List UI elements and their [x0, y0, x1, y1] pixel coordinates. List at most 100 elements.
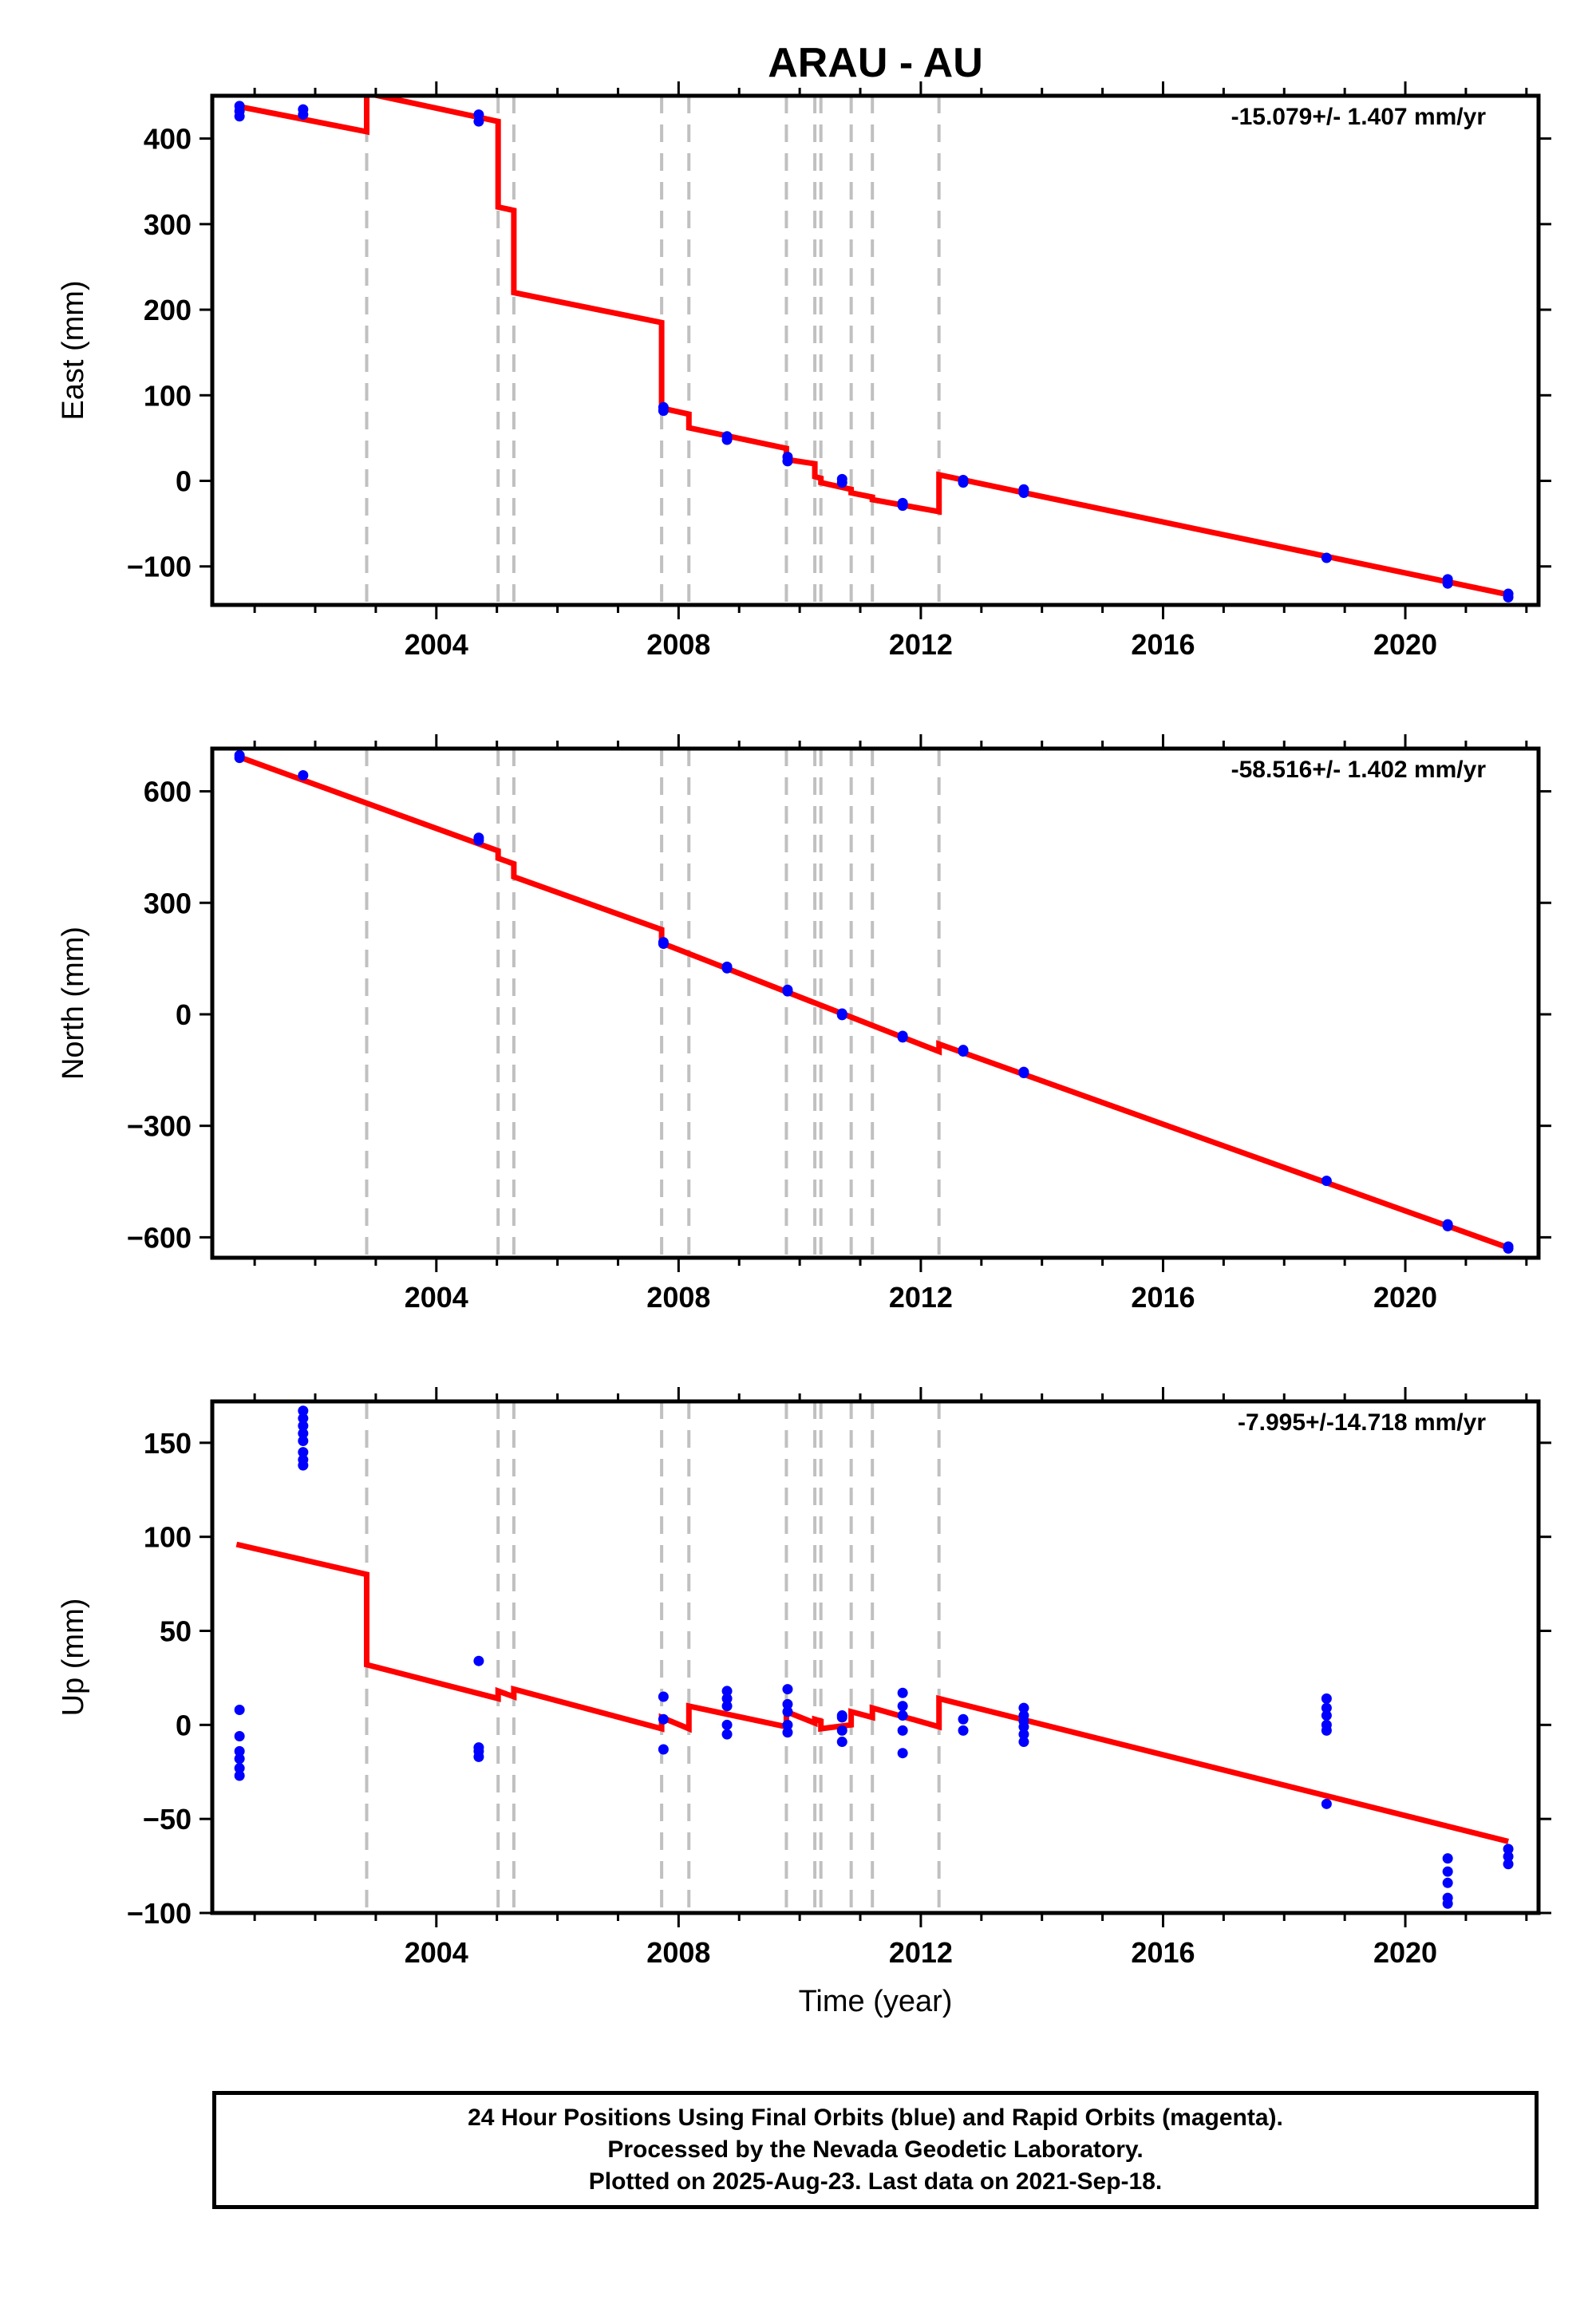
data-point	[1442, 1877, 1453, 1888]
data-point	[1442, 1220, 1453, 1231]
x-tick-label: 2016	[1131, 1281, 1195, 1314]
data-point	[298, 770, 309, 781]
data-point	[1321, 1693, 1332, 1704]
data-point	[721, 1693, 733, 1704]
y-tick-label: −100	[127, 1897, 192, 1930]
x-tick-label: 2012	[889, 1936, 953, 1969]
y-axis-label: North (mm)	[57, 927, 90, 1080]
y-tick-label: 150	[144, 1427, 192, 1460]
x-tick-label: 2012	[889, 628, 953, 661]
data-point	[298, 1405, 309, 1417]
data-point	[897, 1687, 908, 1698]
data-point	[782, 1727, 793, 1738]
x-tick-label: 2020	[1373, 628, 1437, 661]
data-point	[1503, 1859, 1514, 1870]
data-point	[1321, 1798, 1332, 1809]
data-point	[234, 111, 245, 122]
data-point	[658, 938, 669, 949]
y-tick-label: 0	[176, 465, 192, 498]
rate-label: -15.079+/- 1.407 mm/yr	[1231, 104, 1487, 130]
data-point	[298, 1428, 309, 1439]
y-tick-label: 300	[144, 887, 192, 919]
data-point	[234, 1730, 245, 1741]
data-point	[897, 1032, 908, 1043]
data-point	[1321, 552, 1332, 563]
data-point	[1321, 1725, 1332, 1736]
x-tick-label: 2008	[646, 1281, 710, 1314]
footer-line-1: 24 Hour Positions Using Final Orbits (bl…	[468, 2105, 1283, 2131]
data-point	[298, 1447, 309, 1458]
y-tick-label: 100	[144, 1521, 192, 1554]
data-point	[958, 1713, 969, 1725]
data-point	[1018, 488, 1029, 499]
data-point	[234, 753, 245, 764]
data-point	[658, 1744, 669, 1755]
x-tick-label: 2016	[1131, 628, 1195, 661]
data-point	[897, 1725, 908, 1736]
data-point	[298, 1435, 309, 1446]
model-line	[235, 753, 1510, 1251]
panel-frame	[210, 746, 1541, 1260]
data-point	[721, 962, 733, 974]
y-tick-label: 50	[160, 1615, 192, 1648]
x-tick-label: 2020	[1373, 1281, 1437, 1314]
data-point	[1018, 1702, 1029, 1713]
data-point	[1442, 1853, 1453, 1864]
y-tick-label: −50	[143, 1803, 192, 1836]
data-point	[234, 1745, 245, 1757]
data-point	[1018, 1729, 1029, 1740]
y-tick-label: 300	[144, 208, 192, 241]
data-point	[721, 1686, 733, 1697]
y-axis-label: Up (mm)	[57, 1599, 90, 1717]
rate-label: -7.995+/-14.718 mm/yr	[1238, 1409, 1486, 1436]
data-point	[897, 1748, 908, 1759]
data-point	[782, 1698, 793, 1709]
data-point	[1442, 578, 1453, 589]
data-point	[721, 1719, 733, 1730]
data-point	[958, 1725, 969, 1736]
data-point	[782, 456, 793, 467]
data-point	[836, 1712, 847, 1723]
data-point	[721, 1729, 733, 1740]
panel-frame	[210, 1399, 1541, 1915]
data-point	[298, 1460, 309, 1471]
y-tick-label: 400	[144, 123, 192, 156]
data-point	[1442, 1898, 1453, 1909]
y-tick-label: −100	[127, 551, 192, 583]
x-tick-label: 2012	[889, 1281, 953, 1314]
data-point	[782, 1719, 793, 1730]
data-point	[1503, 591, 1514, 603]
model-line	[235, 1541, 1509, 1844]
y-tick-label: −300	[127, 1110, 192, 1143]
data-point	[958, 1046, 969, 1057]
y-tick-label: 0	[176, 998, 192, 1031]
y-tick-label: −600	[127, 1221, 192, 1254]
data-point	[473, 835, 484, 846]
data-point	[836, 1725, 847, 1736]
data-point	[836, 1737, 847, 1748]
data-point	[1503, 1851, 1514, 1862]
x-tick-label: 2004	[405, 628, 468, 661]
y-axis-label: East (mm)	[57, 280, 90, 420]
data-point	[782, 986, 793, 997]
y-tick-label: 100	[144, 379, 192, 412]
data-point	[782, 1684, 793, 1695]
data-point	[897, 500, 908, 512]
data-point	[1018, 1721, 1029, 1733]
x-tick-label: 2016	[1131, 1936, 1195, 1969]
footer-box: 24 Hour Positions Using Final Orbits (bl…	[212, 2091, 1539, 2209]
data-point	[658, 1713, 669, 1725]
panel-frame	[210, 93, 1541, 607]
data-point	[1018, 1737, 1029, 1748]
panel-2: 2004 2008 2012 2016 2020 −600 −300 0 300 600 North…	[57, 734, 1551, 1314]
data-point	[1321, 1176, 1332, 1187]
data-point	[1503, 1243, 1514, 1254]
data-point	[1442, 1866, 1453, 1877]
data-point	[1321, 1710, 1332, 1721]
x-tick-label: 2020	[1373, 1936, 1437, 1969]
y-tick-label: 600	[144, 776, 192, 808]
x-tick-label: 2008	[646, 1936, 710, 1969]
x-axis-label: Time (year)	[799, 1985, 953, 2018]
panel-3: 2004 2008 2012 2016 2020 −100 −50 0 50 100 150 Up (…	[57, 1387, 1551, 1969]
